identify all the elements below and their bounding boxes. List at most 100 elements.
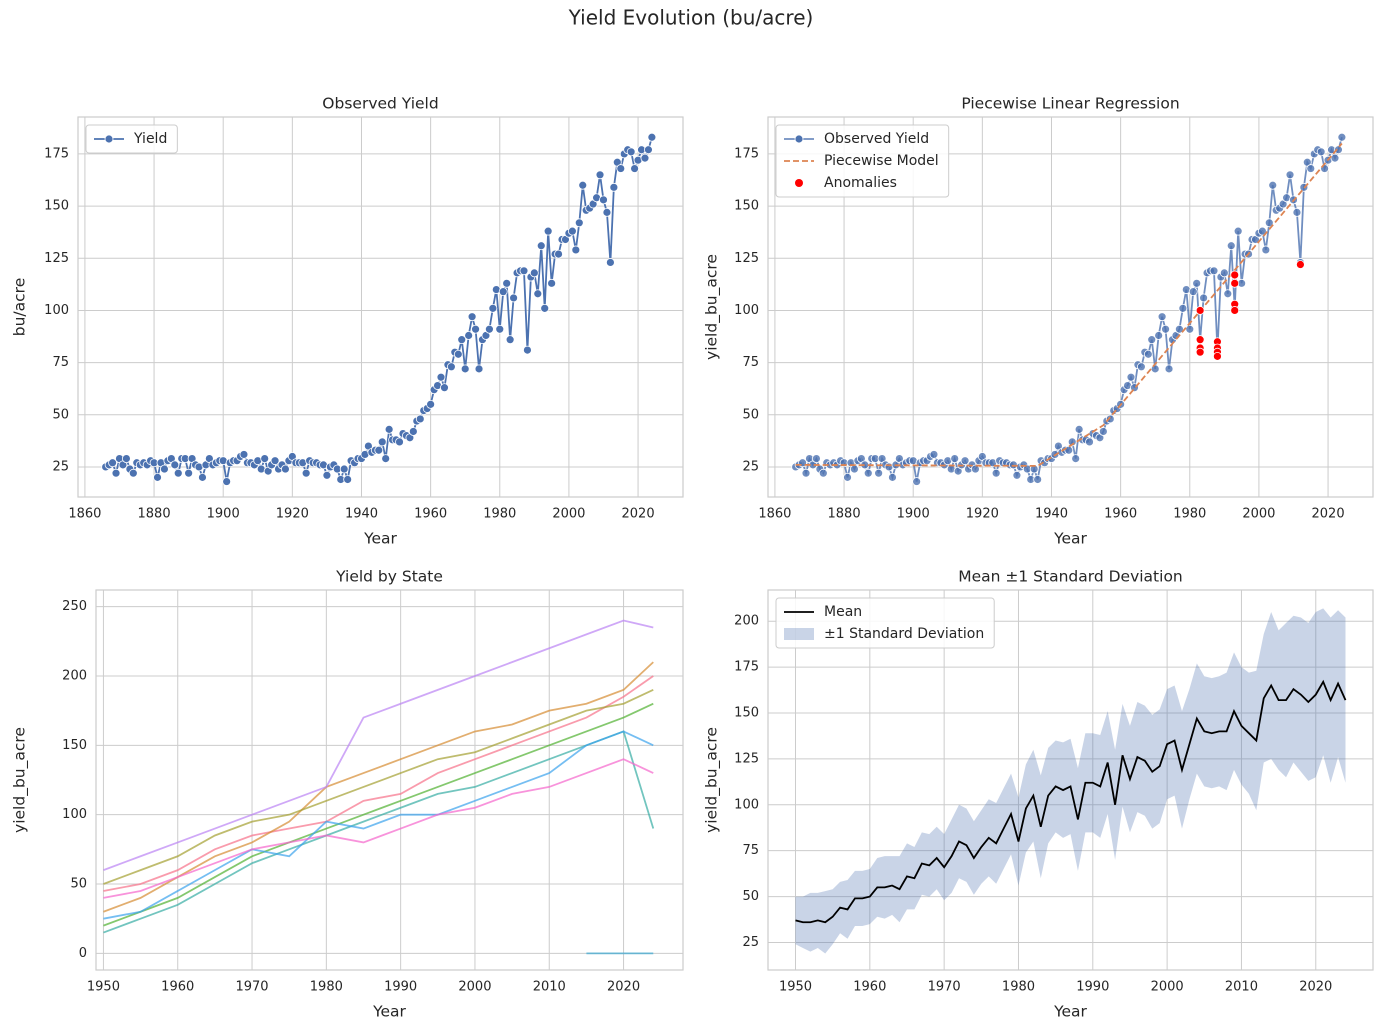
point-marker — [640, 153, 650, 163]
y-tick-label: 150 — [62, 738, 87, 753]
point-marker — [108, 458, 117, 468]
point-marker — [498, 287, 508, 297]
x-tick-label: 1900 — [897, 507, 930, 522]
legend-swatch — [794, 134, 804, 144]
point-marker — [567, 226, 577, 236]
x-tick-label: 2020 — [607, 980, 640, 995]
legend-swatch — [795, 179, 803, 187]
point-marker — [863, 468, 873, 478]
point-marker — [1071, 454, 1081, 464]
subplot: 1860 1880 1900 1920 1940 1960 1980 2000 2020 25 50… — [703, 95, 1374, 548]
point-marker — [912, 477, 922, 486]
point-marker — [322, 470, 332, 480]
point-marker — [1085, 437, 1094, 447]
subplot-title: Yield by State — [335, 568, 443, 586]
point-marker — [343, 475, 353, 484]
legend: Observed Yield Piecewise Model Anomalies — [775, 124, 950, 198]
x-tick-label: 2000 — [1242, 507, 1275, 522]
point-marker — [173, 468, 183, 478]
y-tick-label: 25 — [52, 459, 69, 474]
point-marker — [1219, 268, 1229, 278]
point-marker — [609, 182, 619, 192]
point-marker — [1330, 153, 1340, 163]
y-tick-label: 100 — [44, 303, 69, 318]
std-band — [795, 608, 1346, 954]
y-tick-label: 125 — [734, 751, 759, 766]
point-marker — [153, 472, 162, 482]
point-marker — [453, 349, 463, 359]
point-marker — [950, 454, 960, 464]
legend-label: Mean — [824, 604, 862, 620]
x-tick-label: 2000 — [552, 507, 585, 522]
point-marker — [1334, 145, 1343, 155]
point-marker — [260, 454, 270, 464]
series-line — [103, 661, 654, 913]
point-marker — [801, 468, 811, 478]
anomaly-point — [1195, 335, 1205, 345]
point-marker — [1316, 147, 1326, 157]
x-tick-label: 1960 — [853, 980, 886, 995]
legend-swatch — [784, 628, 814, 640]
x-tick-label: 1950 — [87, 980, 120, 995]
series-line — [103, 758, 654, 899]
y-tick-label: 175 — [734, 146, 759, 161]
point-marker — [460, 364, 470, 374]
y-axis-label: yield_bu_acre — [703, 254, 722, 360]
point-marker — [540, 303, 550, 313]
x-tick-label: 1940 — [345, 507, 378, 522]
x-tick-label: 1990 — [384, 980, 417, 995]
point-marker — [1226, 241, 1236, 251]
point-marker — [1285, 170, 1295, 180]
series-line — [795, 679, 1347, 924]
x-tick-label: 2020 — [1312, 507, 1345, 522]
point-marker — [1143, 349, 1153, 359]
point-marker — [1147, 335, 1157, 345]
legend-label: Anomalies — [824, 175, 897, 191]
point-marker — [381, 454, 391, 464]
legend: Yield — [85, 124, 178, 154]
point-marker — [464, 331, 474, 340]
point-marker — [339, 464, 349, 474]
point-marker — [1192, 278, 1202, 288]
point-marker — [1033, 475, 1043, 484]
subplot-title: Observed Yield — [322, 95, 438, 113]
point-marker — [519, 266, 529, 276]
point-marker — [1161, 324, 1170, 334]
anomaly-point — [1230, 278, 1240, 288]
axes-frame — [77, 116, 684, 498]
point-marker — [1136, 362, 1146, 372]
series-line — [103, 689, 654, 885]
x-tick-label: 1950 — [779, 980, 812, 995]
series-line — [795, 142, 1343, 467]
point-marker — [850, 464, 859, 474]
y-tick-label: 75 — [742, 355, 759, 370]
x-tick-label: 1860 — [68, 507, 101, 522]
point-marker — [198, 472, 207, 482]
x-tick-label: 1980 — [1002, 980, 1035, 995]
x-tick-label: 1940 — [1035, 507, 1068, 522]
point-marker — [222, 477, 232, 486]
x-tick-label: 1920 — [276, 507, 309, 522]
point-marker — [599, 195, 608, 205]
legend-label: ±1 Standard Deviation — [824, 626, 984, 642]
point-marker — [1199, 293, 1208, 303]
point-marker — [1105, 414, 1115, 424]
point-marker — [1126, 372, 1136, 382]
point-marker — [484, 324, 494, 334]
x-tick-label: 1960 — [161, 980, 194, 995]
plot-area — [96, 590, 683, 970]
point-marker — [111, 468, 121, 478]
point-marker — [536, 241, 546, 251]
point-marker — [1257, 226, 1267, 236]
series-line — [103, 675, 654, 892]
point-marker — [971, 464, 980, 474]
point-marker — [818, 468, 828, 478]
point-marker — [1178, 303, 1188, 313]
y-tick-label: 50 — [70, 877, 87, 892]
point-marker — [1292, 207, 1302, 217]
point-marker — [888, 472, 897, 482]
y-tick-label: 0 — [79, 946, 87, 961]
point-marker — [270, 456, 280, 466]
point-marker — [1012, 470, 1022, 480]
point-marker — [578, 180, 588, 190]
